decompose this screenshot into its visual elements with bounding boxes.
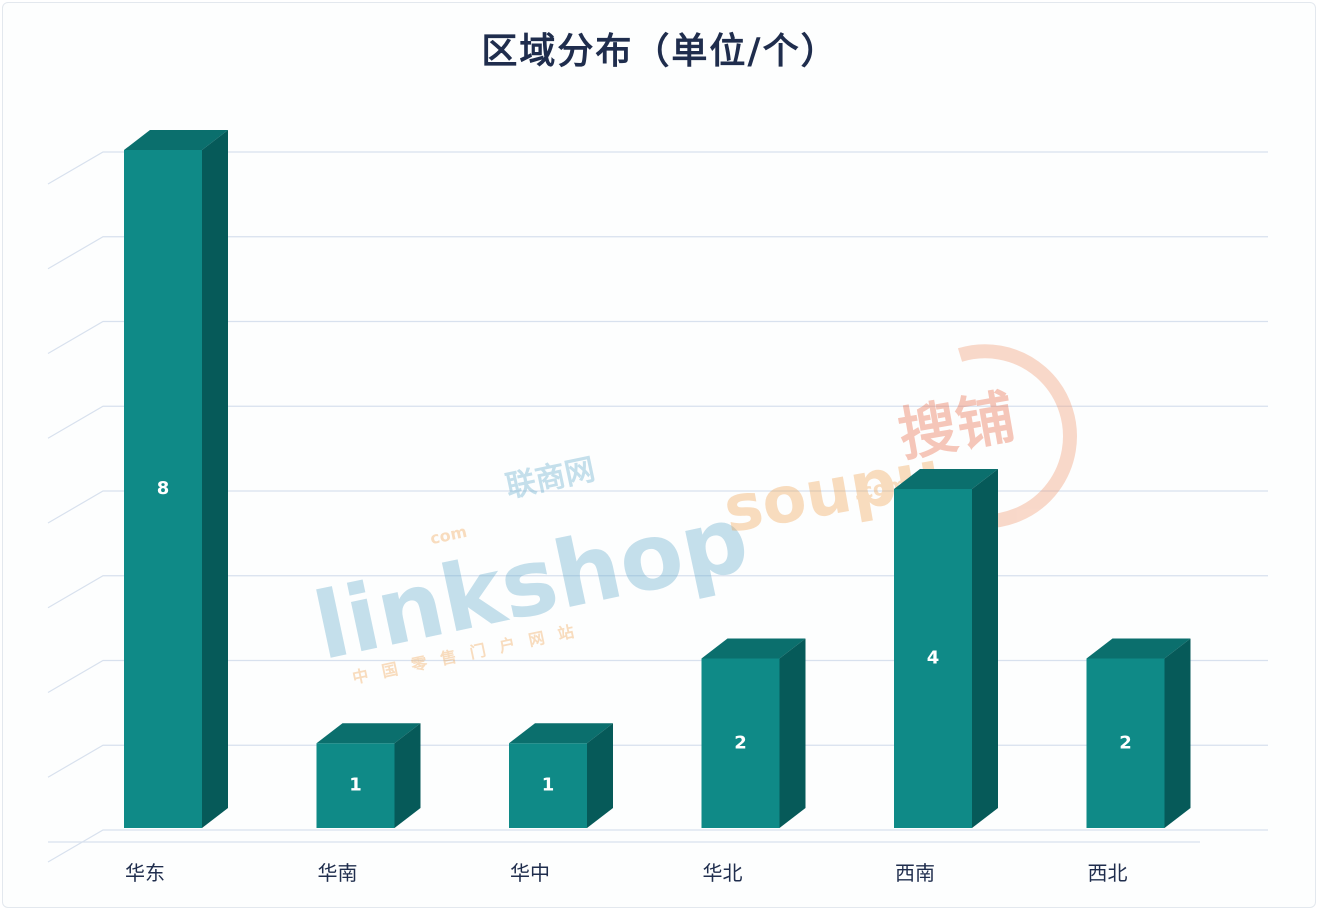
bar-华中: 1 (509, 723, 613, 828)
linkshop-watermark: linkshop 联商网 com 中国零售门户网站 (305, 452, 757, 687)
bar-front (701, 658, 780, 828)
gridline (47, 490, 1268, 524)
bar-front (894, 489, 972, 828)
bar-side (972, 469, 998, 828)
category-labels: 华东 华南 华中 华北 西南 西北 (125, 861, 1128, 885)
bar-西南: 4 (894, 469, 998, 828)
bar-front (124, 150, 202, 828)
linkshop-brand-text: linkshop (305, 485, 757, 681)
bar-top (894, 469, 998, 489)
bar-side (394, 723, 421, 828)
bar-top (316, 723, 421, 744)
gridline (47, 405, 1268, 439)
bar-side (202, 130, 228, 828)
bar-value-label: 1 (542, 775, 555, 796)
bar-value-label: 8 (157, 478, 170, 499)
category-label: 华中 (510, 861, 550, 885)
category-label: 西南 (895, 861, 935, 885)
bar-top (124, 130, 228, 150)
bar-value-label: 4 (927, 648, 940, 669)
bar-top (509, 723, 613, 744)
gridline (47, 236, 1268, 270)
category-label: 华南 (318, 861, 358, 885)
gridline (47, 744, 1268, 778)
bar-side (1164, 638, 1191, 828)
gridline (47, 829, 1268, 863)
bar-front (1086, 658, 1165, 828)
bar-side (779, 638, 806, 828)
chart-title: 区域分布（单位/个） (481, 31, 839, 72)
bar-front (509, 743, 587, 828)
linkshop-cn-text: 联商网 (503, 452, 598, 505)
chart-grid (47, 151, 1268, 863)
gridline (47, 151, 1268, 185)
category-label: 华北 (703, 861, 743, 885)
bar-华北: 2 (701, 638, 806, 828)
bar-value-label: 2 (1119, 732, 1132, 753)
bar-side (587, 723, 613, 828)
bar-top (701, 638, 806, 659)
soupu-cn-text: 搜铺 (894, 382, 1020, 469)
bar-华南: 1 (316, 723, 421, 828)
bar-top (1086, 638, 1191, 659)
bars-group: 8 1 1 2 4 2 (124, 130, 1191, 828)
bar-front (316, 743, 395, 828)
gridline (47, 320, 1268, 355)
category-label: 华东 (125, 861, 165, 885)
gridline (47, 575, 1268, 609)
bar-西北: 2 (1086, 638, 1191, 828)
category-label: 西北 (1088, 861, 1128, 885)
bar-value-label: 1 (349, 775, 362, 796)
gridline (47, 659, 1268, 694)
bar-value-label: 2 (734, 732, 747, 753)
bar-华东: 8 (124, 130, 228, 828)
